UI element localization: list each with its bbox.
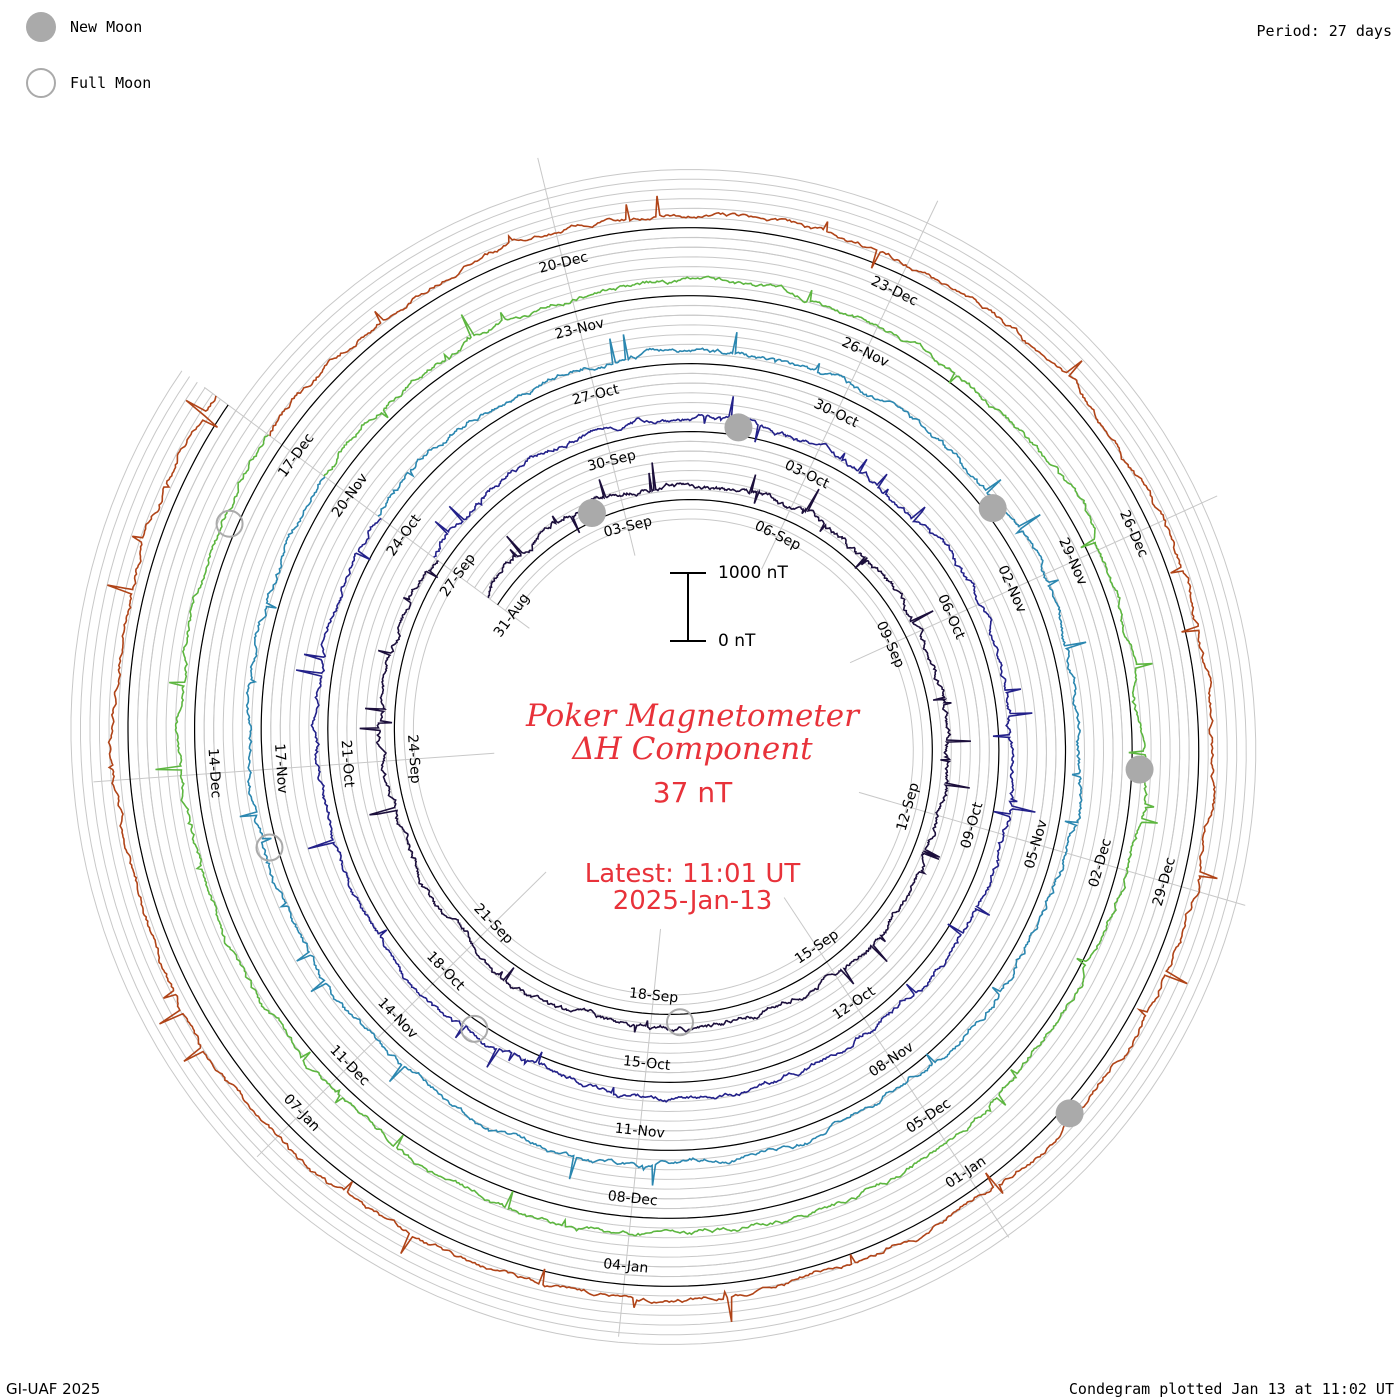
radial-spoke bbox=[256, 871, 547, 1158]
date-tick-label: 27-Sep bbox=[437, 551, 479, 600]
date-tick-label: 02-Dec bbox=[1086, 837, 1115, 889]
date-tick-label: 20-Nov bbox=[329, 470, 371, 520]
date-tick-label: 24-Oct bbox=[384, 511, 425, 559]
new-moon-marker bbox=[1125, 755, 1154, 784]
date-tick-label: 04-Jan bbox=[602, 1256, 649, 1277]
moon-markers bbox=[215, 413, 1154, 1128]
date-tick-label: 03-Sep bbox=[602, 513, 654, 540]
baseline-turn-1 bbox=[393, 499, 933, 1015]
radial-spoke bbox=[204, 386, 530, 629]
date-tick-label: 21-Oct bbox=[338, 739, 357, 788]
date-tick-label: 14-Dec bbox=[204, 748, 223, 799]
date-tick-label: 06-Sep bbox=[752, 518, 803, 554]
date-tick-label: 24-Sep bbox=[404, 734, 423, 784]
date-tick-label: 23-Nov bbox=[553, 315, 606, 343]
trace-series-2 bbox=[295, 396, 1036, 1103]
trace-layer bbox=[107, 195, 1218, 1323]
trace-series-3 bbox=[239, 332, 1087, 1186]
date-tick-label: 05-Nov bbox=[1022, 818, 1051, 871]
new-moon-marker bbox=[577, 499, 606, 528]
full-moon-marker bbox=[255, 833, 284, 862]
full-moon-icon bbox=[26, 68, 56, 98]
date-tick-label: 29-Dec bbox=[1150, 855, 1179, 907]
date-tick-label: 17-Nov bbox=[271, 743, 290, 794]
date-tick-label: 09-Sep bbox=[873, 619, 908, 671]
radial-spoke bbox=[618, 928, 662, 1337]
chart-title-line1: Poker Magnetometer bbox=[526, 698, 859, 734]
radial-spoke bbox=[849, 495, 1218, 664]
period-label: Period: 27 days bbox=[1256, 22, 1392, 40]
date-tick-label: 09-Oct bbox=[958, 800, 987, 851]
date-tick-label: 08-Dec bbox=[607, 1188, 658, 1209]
legend-new-moon-label: New Moon bbox=[70, 18, 143, 36]
radial-spoke bbox=[537, 157, 636, 556]
full-moon-marker bbox=[666, 1008, 694, 1037]
date-tick-label: 15-Sep bbox=[792, 927, 842, 968]
date-tick-label: 15-Oct bbox=[622, 1053, 671, 1074]
grid-spiral bbox=[70, 169, 1257, 1345]
legend-full-moon: Full Moon bbox=[26, 68, 151, 98]
new-moon-marker bbox=[724, 413, 753, 442]
scale-top-label: 1000 nT bbox=[718, 563, 788, 583]
grid-spiral bbox=[89, 188, 1238, 1326]
date-tick-label: 30-Sep bbox=[586, 447, 638, 474]
new-moon-marker bbox=[978, 494, 1007, 523]
trace-series-1 bbox=[359, 462, 971, 1033]
scale-bottom-label: 0 nT bbox=[718, 631, 756, 651]
radial-spoke bbox=[783, 897, 1010, 1238]
full-moon-marker bbox=[460, 1014, 489, 1043]
latest-time: Latest: 11:01 UT bbox=[584, 859, 801, 889]
new-moon-marker bbox=[1055, 1099, 1084, 1128]
grid-spiral bbox=[108, 207, 1219, 1307]
footer-plotted: Condegram plotted Jan 13 at 11:02 UT bbox=[1068, 1380, 1394, 1398]
baseline-rings bbox=[127, 227, 1200, 1287]
baseline-turn-5 bbox=[127, 227, 1200, 1287]
date-tick-label: 27-Oct bbox=[571, 381, 621, 408]
baseline-turn-2 bbox=[327, 431, 1000, 1084]
baseline-turn-4 bbox=[194, 295, 1133, 1219]
baseline-turn-3 bbox=[260, 362, 1067, 1151]
current-value: 37 nT bbox=[652, 776, 733, 809]
date-tick-label: 20-Dec bbox=[537, 249, 589, 277]
date-tick-label: 11-Nov bbox=[614, 1121, 666, 1142]
legend-new-moon: New Moon bbox=[26, 12, 142, 42]
trace-series-5 bbox=[107, 195, 1218, 1323]
legend-full-moon-label: Full Moon bbox=[70, 74, 152, 92]
date-tick-label: 18-Sep bbox=[628, 985, 679, 1006]
new-moon-icon bbox=[26, 12, 56, 42]
date-tick-label: 17-Dec bbox=[275, 431, 317, 481]
footer-credit: GI-UAF 2025 bbox=[6, 1380, 101, 1398]
grid-spiral bbox=[99, 198, 1228, 1316]
full-moon-marker bbox=[215, 509, 244, 538]
date-tick-label: 31-Aug bbox=[491, 591, 533, 641]
latest-date: 2025-Jan-13 bbox=[612, 886, 773, 916]
radial-spoke bbox=[93, 752, 495, 783]
scale-bar bbox=[670, 572, 706, 642]
grid-spiral bbox=[80, 178, 1247, 1336]
chart-title-line2: ΔH Component bbox=[572, 731, 813, 767]
trace-series-4 bbox=[155, 275, 1158, 1237]
